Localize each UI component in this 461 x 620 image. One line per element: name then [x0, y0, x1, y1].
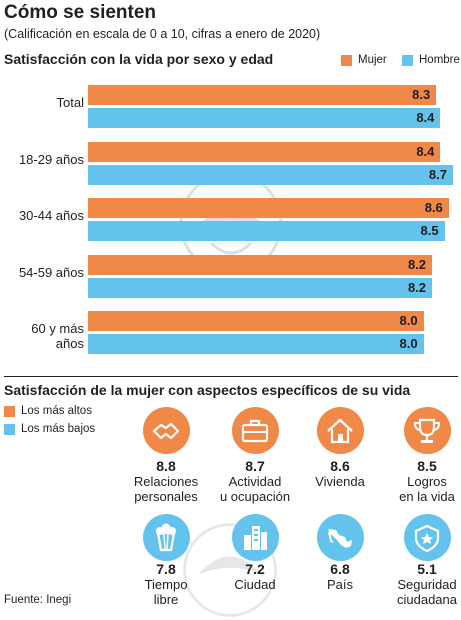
bar-value-label: 8.4: [416, 143, 435, 159]
legend-label-hombre: Hombre: [419, 54, 460, 66]
aspect-label-line: personales: [134, 489, 198, 504]
aspect-value: 8.8: [156, 458, 176, 474]
aspect-label-line: Tiempo: [144, 577, 188, 592]
briefcase-icon: [241, 419, 269, 442]
category-label: 60 y más años: [31, 321, 84, 351]
aspect-label-line: u ocupación: [219, 489, 291, 504]
aspect-label: Tiempo libre: [116, 577, 216, 607]
aspect-value: 8.5: [417, 458, 437, 474]
seal-watermark-2: [183, 523, 277, 617]
bar-mujer: 8.0: [88, 311, 424, 331]
police-badge-icon: [414, 524, 440, 552]
bar-value-label: 8.0: [399, 313, 418, 328]
trophy-circle: [403, 407, 451, 454]
handshake-circle: [142, 407, 190, 454]
aspect-label-line: libre: [153, 592, 179, 607]
aspect-value: 7.8: [156, 561, 176, 577]
aspect-label-line: Logros: [407, 474, 447, 489]
bar-value-label: 8.7: [428, 166, 447, 182]
aspect-label-line: ciudadana: [397, 592, 457, 607]
police-badge-circle: [403, 514, 451, 561]
legend-swatch-high: [4, 405, 15, 417]
legend-swatch-low: [4, 423, 15, 435]
bar-hombre: 8.2: [88, 277, 433, 298]
legend-label-mujer: Mujer: [358, 54, 387, 66]
source-note: Fuente: Inegi: [4, 594, 72, 606]
bar-hombre: 8.0: [88, 334, 424, 354]
popcorn-circle: [142, 514, 190, 561]
legend-hombre: Hombre: [402, 54, 460, 66]
bar-mujer: 8.6: [88, 198, 449, 218]
bar-mujer: 8.4: [88, 141, 441, 162]
aspect-value: 8.6: [330, 458, 350, 474]
legend-mujer: Mujer: [341, 54, 387, 66]
legend-swatch-mujer: [341, 54, 352, 66]
legend-low: Los más bajos: [4, 423, 95, 435]
bar-value-label: 8.2: [407, 279, 427, 295]
aspects-title: Satisfacción de la mujer con aspectos es…: [4, 382, 411, 398]
aspect-label-line: en la vida: [399, 489, 455, 504]
aspect-label: País: [290, 577, 390, 592]
aspect-label-line: Relaciones: [133, 474, 199, 489]
aspect-label: Ciudad: [205, 577, 305, 592]
legend-swatch-hombre: [402, 54, 413, 66]
legend-high: Los más altos: [4, 405, 92, 417]
bar-value-label: 8.6: [424, 200, 443, 215]
bar-value-label: 8.3: [412, 87, 431, 102]
aspect-label: Seguridad ciudadana: [377, 577, 461, 607]
bar-value-label: 8.4: [416, 110, 435, 125]
category-label: Total: [56, 95, 84, 110]
mexico-map-icon: [328, 528, 352, 548]
divider: [4, 376, 458, 377]
aspect-label: Relaciones personales: [116, 474, 216, 504]
city-icon: [244, 525, 267, 550]
briefcase-circle: [231, 407, 279, 454]
aspect-label: Logros en la vida: [377, 474, 461, 504]
aspect-label-line: Ciudad: [234, 577, 276, 592]
house-circle: [316, 407, 364, 454]
category-label: 54-59 años: [18, 264, 84, 280]
trophy-icon: [413, 418, 441, 443]
bar-mujer: 8.2: [88, 254, 433, 275]
bar-hombre: 8.4: [88, 108, 441, 128]
legend-label-low: Los más bajos: [21, 423, 96, 435]
bar-hombre: 8.7: [88, 164, 453, 185]
bar-value-label: 8.5: [420, 223, 439, 238]
handshake-icon: [152, 422, 180, 439]
aspect-label-line: Seguridad: [397, 577, 457, 592]
bar-value-label: 8.0: [399, 336, 418, 351]
aspect-label-line: Actividad: [228, 474, 282, 489]
category-label: 18-29 años: [18, 151, 84, 167]
popcorn-icon: [156, 523, 176, 551]
aspect-value: 8.7: [245, 458, 265, 474]
bar-chart-title: Satisfacción con la vida por sexo y edad: [4, 51, 274, 67]
page-subtitle: (Calificación en escala de 0 a 10, cifra…: [4, 27, 321, 41]
city-circle: [231, 514, 279, 561]
house-icon: [327, 417, 353, 443]
aspect-value: 7.2: [245, 561, 265, 577]
aspect-label: Vivienda: [290, 474, 390, 489]
aspect-label-line: País: [326, 577, 353, 592]
bar-value-label: 8.2: [407, 256, 427, 272]
aspect-label-line: Vivienda: [315, 474, 365, 489]
bar-hombre: 8.5: [88, 221, 445, 241]
category-label: 30-44 años: [18, 208, 84, 223]
legend-label-high: Los más altos: [21, 405, 92, 417]
aspect-value: 6.8: [330, 561, 350, 577]
mexico-map-circle: [316, 514, 364, 561]
bar-mujer: 8.3: [88, 85, 437, 105]
aspect-label: Actividad u ocupación: [205, 474, 305, 504]
page-title: Cómo se sienten: [4, 2, 157, 23]
aspect-value: 5.1: [417, 561, 437, 577]
